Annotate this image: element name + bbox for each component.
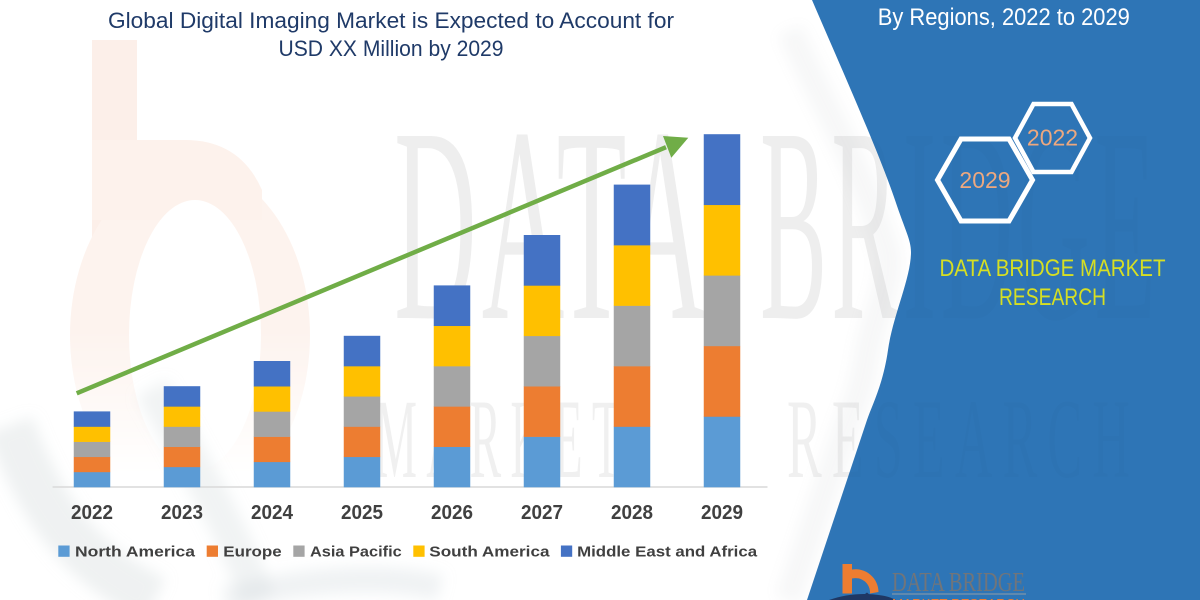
svg-text:2028: 2028 [611,502,653,524]
svg-text:2024: 2024 [251,502,294,524]
svg-text:RESEARCH: RESEARCH [999,284,1106,311]
svg-text:By Regions, 2022 to 2029: By Regions, 2022 to 2029 [878,4,1130,31]
svg-text:MARKET RESEARCH: MARKET RESEARCH [892,596,1025,600]
svg-text:2026: 2026 [431,502,473,524]
svg-text:2029: 2029 [701,502,743,524]
svg-text:Asia Pacific: Asia Pacific [310,544,402,561]
svg-text:2022: 2022 [1027,125,1078,151]
svg-text:2022: 2022 [71,502,113,524]
svg-text:2025: 2025 [341,502,383,524]
svg-text:2027: 2027 [521,502,563,524]
svg-text:Europe: Europe [223,544,281,561]
svg-text:Middle East and Africa: Middle East and Africa [577,544,758,561]
svg-text:North America: North America [75,544,196,561]
svg-text:Global Digital Imaging Market: Global Digital Imaging Market is Expecte… [108,8,674,33]
svg-text:DATA BRIDGE MARKET: DATA BRIDGE MARKET [940,255,1166,282]
svg-text:DATA BRIDGE: DATA BRIDGE [892,567,1025,597]
svg-text:USD XX Million by 2029: USD XX Million by 2029 [279,36,504,61]
svg-text:2023: 2023 [161,502,203,524]
svg-text:South America: South America [429,544,550,561]
svg-text:2029: 2029 [959,167,1010,193]
svg-text:MARKET: MARKET [375,377,630,502]
